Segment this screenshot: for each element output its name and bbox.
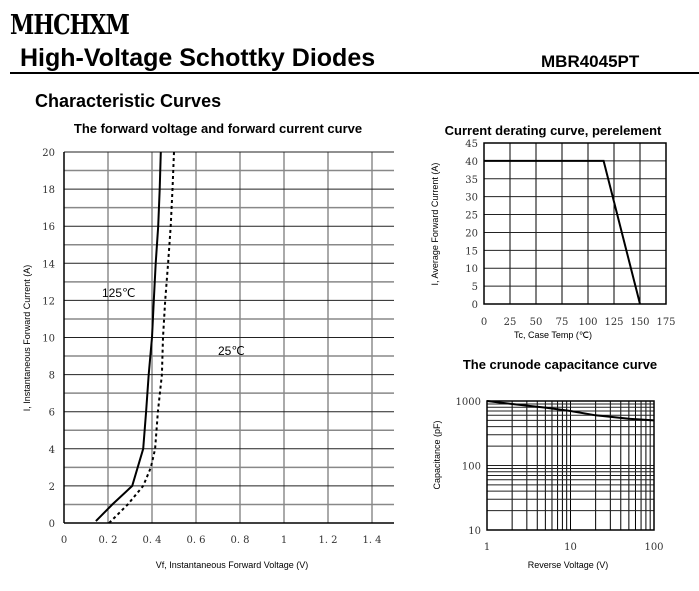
y-tick-label: 30 (465, 193, 478, 204)
section-title: Characteristic Curves (35, 91, 222, 111)
y-tick-label: 35 (465, 175, 478, 186)
y-tick-label: 18 (42, 185, 55, 196)
chart-title: Current derating curve, perelement (445, 123, 662, 138)
series-line (486, 400, 655, 422)
x-tick-label: 25 (504, 317, 517, 328)
x-tick-label: 150 (630, 317, 649, 328)
y-tick-label: 15 (465, 246, 478, 257)
x-tick-label: 0 (61, 535, 67, 546)
x-axis-label: Vf, Instantaneous Forward Voltage (V) (156, 560, 309, 570)
y-tick-label: 100 (462, 462, 481, 473)
series-line (484, 159, 641, 305)
x-tick-label: 0. 8 (230, 535, 249, 546)
x-axis-label: Reverse Voltage (V) (528, 560, 609, 570)
part-number: MBR4045PT (541, 52, 640, 71)
y-tick-label: 14 (42, 259, 55, 270)
x-axis-label: Tc, Case Temp (℃) (514, 330, 592, 340)
x-tick-label: 1 (484, 542, 490, 553)
brand-logo: MHCHXM (10, 8, 130, 42)
y-tick-label: 8 (49, 371, 55, 382)
series-line (95, 151, 162, 522)
chart-title: The crunode capacitance curve (463, 357, 657, 372)
page-title: High-Voltage Schottky Diodes (20, 44, 376, 72)
x-tick-label: 100 (578, 317, 597, 328)
x-tick-label: 1. 2 (318, 535, 337, 546)
y-tick-label: 4 (49, 445, 55, 456)
x-tick-label: 175 (656, 317, 675, 328)
y-tick-label: 6 (49, 408, 55, 419)
y-tick-label: 12 (42, 296, 55, 307)
plot-frame (483, 142, 667, 305)
y-tick-label: 25 (465, 211, 478, 222)
x-tick-label: 10 (564, 542, 577, 553)
x-tick-label: 0. 4 (142, 535, 161, 546)
y-tick-label: 2 (49, 482, 55, 493)
x-tick-label: 0 (481, 317, 487, 328)
y-axis-label: I, Instantaneous Forward Current (A) (22, 265, 32, 412)
x-tick-label: 1. 4 (362, 535, 381, 546)
header-divider (10, 72, 699, 74)
x-tick-label: 0. 6 (186, 535, 205, 546)
annotation-125c: 125℃ (102, 286, 136, 300)
y-tick-label: 10 (468, 526, 481, 537)
x-tick-label: 125 (604, 317, 623, 328)
x-tick-label: 75 (556, 317, 569, 328)
x-tick-label: 100 (644, 542, 663, 553)
y-tick-label: 45 (465, 139, 478, 150)
y-tick-label: 5 (472, 282, 478, 293)
y-tick-label: 16 (42, 222, 55, 233)
y-tick-label: 10 (465, 264, 478, 275)
series-line (108, 151, 175, 524)
y-tick-label: 0 (472, 300, 478, 311)
y-tick-label: 10 (42, 334, 55, 345)
y-tick-label: 1000 (456, 397, 481, 408)
y-tick-label: 0 (49, 519, 55, 530)
y-axis-label: I, Average Forward Current (A) (430, 163, 440, 286)
x-tick-label: 50 (530, 317, 543, 328)
plot-frame (486, 400, 655, 531)
x-tick-label: 0. 2 (98, 535, 117, 546)
annotation-25c: 25℃ (218, 344, 245, 358)
chart-title: The forward voltage and forward current … (74, 121, 362, 136)
y-axis-label: Capacitance (pF) (432, 420, 442, 489)
y-tick-label: 20 (42, 148, 55, 159)
x-tick-label: 1 (281, 535, 287, 546)
y-tick-label: 20 (465, 228, 478, 239)
y-tick-label: 40 (465, 157, 478, 168)
